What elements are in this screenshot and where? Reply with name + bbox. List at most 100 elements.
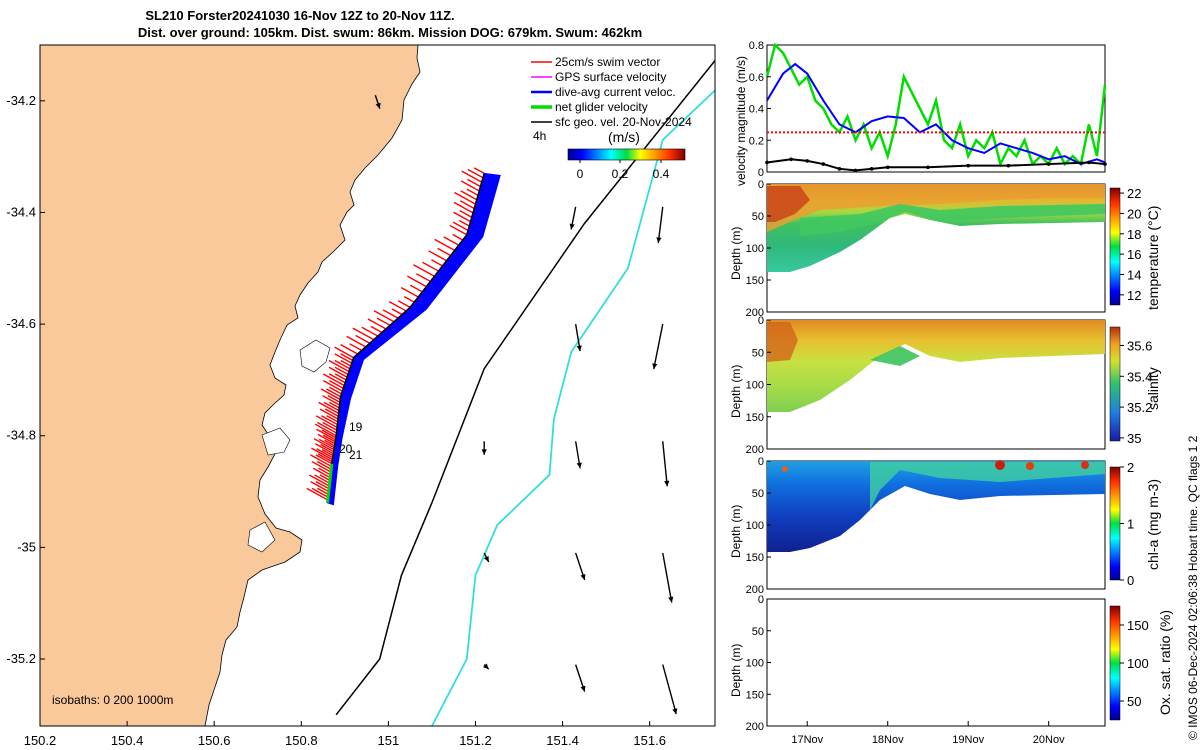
swim-vector [322, 395, 340, 406]
swim-vector [311, 460, 332, 473]
swim-vector [320, 388, 341, 401]
velocity-point [926, 165, 930, 170]
geo-vector [662, 441, 670, 487]
y-tick-label: 0 [758, 594, 764, 606]
y-tick-label: 150 [746, 412, 764, 424]
geo-vector-head [481, 449, 487, 455]
legend-label: dive-avg current veloc. [555, 85, 676, 99]
colorbar-tick-label: 0 [577, 167, 584, 181]
swim-vector [317, 433, 336, 445]
swim-vector [334, 346, 354, 359]
y-tick-label: 100 [746, 243, 764, 255]
swim-vector [413, 264, 435, 277]
velocity-point [1006, 163, 1011, 168]
swim-vector [391, 308, 403, 316]
chla-hotspot [1026, 462, 1034, 470]
geo-vector [374, 95, 381, 109]
swim-vector [324, 439, 335, 447]
velocity-point [765, 160, 769, 165]
swim-vector [313, 438, 335, 451]
y-tick-label: 150 [746, 275, 764, 287]
oxygen-colorbar [1109, 605, 1121, 721]
oxygen-colorbar-ticks: 50 100 150 [1120, 618, 1149, 709]
velocity-series-line [766, 158, 1106, 172]
chla-hotspot [1081, 461, 1089, 469]
legend-item: GPS surface velocity [531, 70, 666, 84]
day-label: 21 [349, 448, 363, 462]
swim-vector [400, 287, 419, 298]
swim-vector [388, 300, 407, 312]
chla-colorbar [1109, 466, 1121, 581]
swim-vector [306, 487, 329, 501]
x-tick-label: 150.8 [285, 733, 318, 748]
colorbar-tick-label: 150 [1127, 618, 1149, 633]
swim-vector [370, 325, 383, 334]
velocity-point [885, 165, 890, 170]
geo-vector [481, 441, 487, 455]
swim-vector [346, 335, 367, 348]
swim-vector [315, 481, 330, 490]
salinity-high-patch [767, 322, 798, 362]
swim-vector [323, 380, 343, 392]
colorbar-label: (m/s) [608, 129, 640, 145]
geo-vector-head [576, 462, 582, 469]
chla-colorbar-ticks: 0 1 2 [1120, 460, 1134, 588]
swim-vector [467, 168, 484, 179]
colorbar-tick-label: 22 [1127, 186, 1141, 201]
swim-vector [459, 210, 473, 218]
swim-vector [321, 415, 338, 426]
swim-vector [382, 309, 399, 319]
swim-vector [311, 447, 333, 461]
swim-vector [416, 273, 431, 283]
y-tick-label: 0.4 [749, 104, 764, 116]
swim-vector [449, 224, 468, 236]
chla-hotspot [995, 460, 1005, 470]
chart-subtitle: Dist. over ground: 105km. Dist. swum: 86… [137, 25, 643, 40]
geo-vector-head [668, 596, 674, 603]
swim-vector [460, 180, 480, 192]
y-tick-label: -35 [17, 539, 36, 554]
swim-vector [329, 386, 342, 395]
geo-vector-shaft [657, 206, 664, 243]
swim-vector [318, 438, 335, 449]
geo-vector [662, 664, 678, 715]
isobaths [335, 59, 715, 726]
swim-vector [409, 284, 423, 293]
swim-vector [334, 366, 349, 375]
salinity-colorbar [1109, 326, 1121, 442]
swim-vector [431, 259, 443, 267]
temperature-hot-patch [767, 186, 810, 222]
geo-vector-head [672, 708, 678, 715]
velocity-point [1103, 162, 1107, 166]
temperature-colorbar [1109, 187, 1121, 306]
geo-vector-shaft [653, 323, 664, 370]
depth-label: Depth (m) [729, 505, 743, 558]
swim-vector [327, 395, 341, 403]
legend-label: GPS surface velocity [555, 70, 666, 84]
y-tick-label: 200 [746, 584, 764, 596]
velocity-point [805, 159, 810, 163]
swim-vector [361, 326, 379, 337]
estuary [261, 427, 291, 456]
oxygen-y-axis: 0 50 100 150 200 [746, 594, 771, 733]
geo-vector-head [656, 237, 662, 243]
y-tick-label: 50 [752, 347, 764, 359]
legend-label: net glider velocity [555, 100, 648, 114]
geo-vector-head [664, 480, 670, 487]
swim-vector [326, 415, 339, 423]
estuary [299, 339, 331, 373]
velocity-point [821, 162, 826, 166]
x-tick-label: 151.6 [633, 733, 666, 748]
swim-vector [453, 211, 471, 223]
velocity-series-line [766, 62, 1106, 166]
swim-vector [328, 373, 346, 384]
isobath-legend-text: isobaths: 0 200 1000m [52, 693, 173, 707]
swim-vector [376, 317, 391, 326]
colorbar-tick-label: 1 [1127, 517, 1134, 532]
geo-vector [662, 552, 674, 603]
panel-frame [766, 598, 1106, 727]
x-tick-label: 20Nov [1033, 734, 1065, 746]
swim-vector [314, 474, 330, 484]
swim-vector [458, 219, 470, 227]
y-tick-label: 100 [746, 520, 764, 532]
